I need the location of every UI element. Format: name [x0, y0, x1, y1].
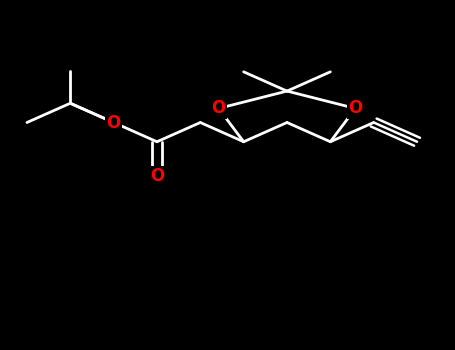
Text: O: O — [150, 167, 164, 186]
Text: O: O — [348, 99, 363, 117]
Text: O: O — [106, 113, 121, 132]
Text: O: O — [212, 99, 226, 117]
